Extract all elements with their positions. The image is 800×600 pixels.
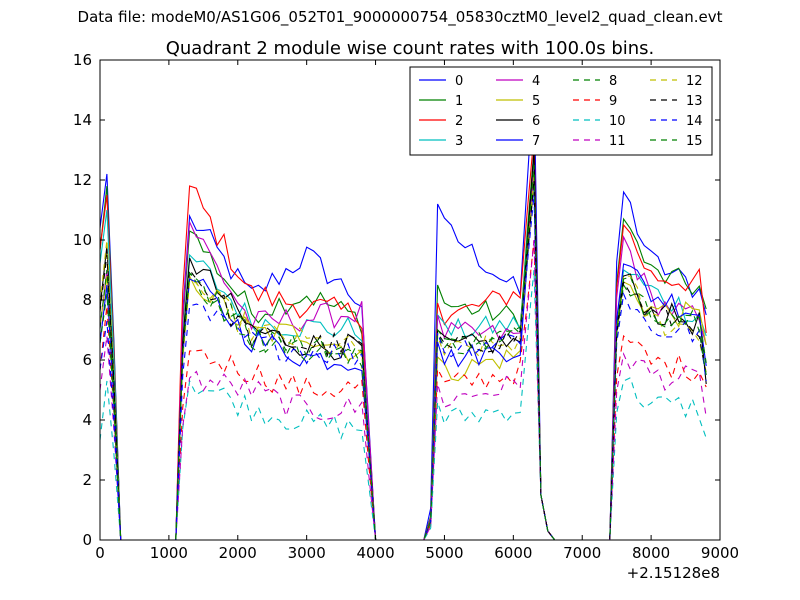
- legend-label-7: 7: [532, 134, 540, 149]
- y-tick-label: 6: [82, 351, 92, 369]
- x-tick-label: 7000: [563, 544, 601, 562]
- axis-ticks: 0 1000 2000 3000 4000 5000 6000 7000 8000 9000 0 2 4…: [73, 51, 739, 562]
- y-tick-label: 10: [73, 231, 92, 249]
- x-tick-label: 0: [95, 544, 105, 562]
- legend-label-1: 1: [455, 94, 463, 109]
- x-tick-label: 3000: [288, 544, 326, 562]
- legend-label-13: 13: [686, 94, 703, 109]
- legend-label-4: 4: [532, 74, 540, 89]
- legend-label-3: 3: [455, 134, 463, 149]
- legend-label-9: 9: [609, 94, 617, 109]
- y-tick-label: 12: [73, 171, 92, 189]
- y-tick-label: 0: [82, 531, 92, 549]
- x-tick-label: 1000: [150, 544, 188, 562]
- data-file-title: Data file: modeM0/AS1G06_052T01_90000007…: [77, 8, 723, 26]
- x-tick-label: 2000: [219, 544, 257, 562]
- chart-title: Quadrant 2 module wise count rates with …: [166, 38, 655, 59]
- x-tick-label: 6000: [494, 544, 532, 562]
- legend-label-5: 5: [532, 94, 540, 109]
- x-tick-label: 9000: [701, 544, 739, 562]
- legend-label-2: 2: [455, 114, 463, 129]
- x-offset-label: +2.15128e8: [627, 564, 720, 582]
- x-tick-label: 8000: [632, 544, 670, 562]
- x-tick-label: 5000: [425, 544, 463, 562]
- y-tick-label: 8: [82, 291, 92, 309]
- legend-label-11: 11: [609, 134, 626, 149]
- x-tick-label: 4000: [356, 544, 394, 562]
- series-line-13: [99, 179, 707, 541]
- legend-label-8: 8: [609, 74, 617, 89]
- y-tick-label: 14: [73, 111, 92, 129]
- y-tick-label: 4: [82, 411, 92, 429]
- legend-label-10: 10: [609, 114, 626, 129]
- legend-label-15: 15: [686, 134, 703, 149]
- legend-label-14: 14: [686, 114, 703, 129]
- y-tick-label: 16: [73, 51, 92, 69]
- legend-label-6: 6: [532, 114, 540, 129]
- y-tick-label: 2: [82, 471, 92, 489]
- legend-label-0: 0: [455, 74, 463, 89]
- legend-label-12: 12: [686, 74, 703, 89]
